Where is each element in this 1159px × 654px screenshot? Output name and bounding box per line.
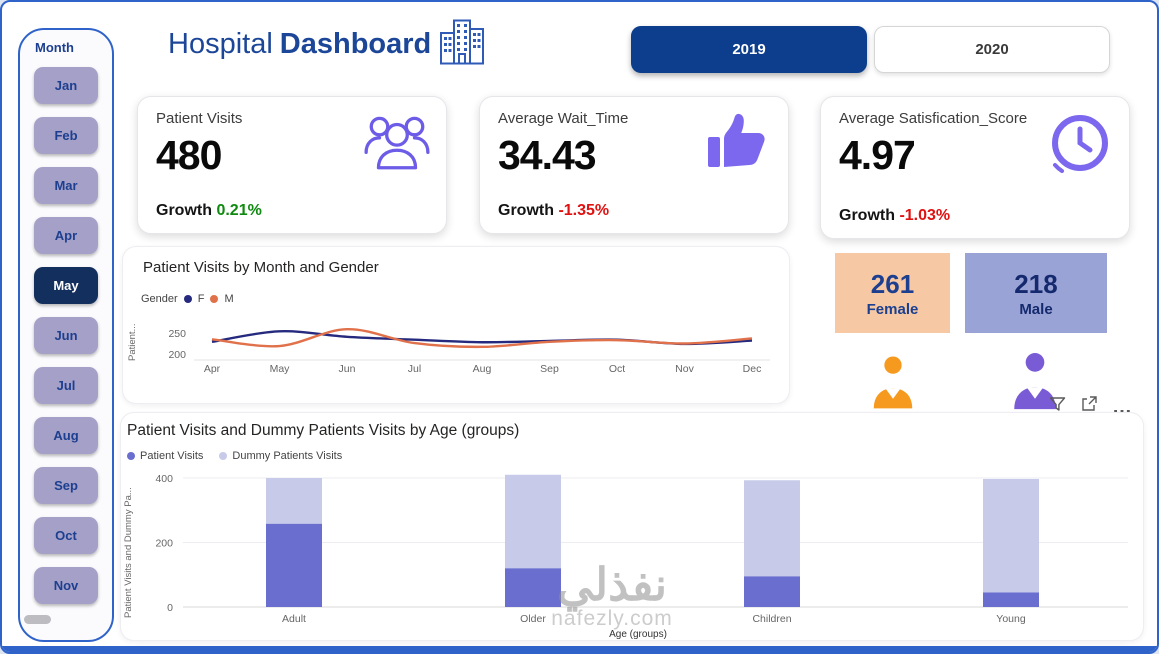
month-button-jul[interactable]: Jul — [34, 367, 98, 404]
svg-text:Jul: Jul — [408, 363, 421, 375]
male-count-card: 218 Male — [965, 253, 1107, 333]
bar-chart-x-axis-label: Age (groups) — [609, 629, 667, 640]
female-count: 261 — [870, 268, 915, 299]
line-series-M — [211, 328, 753, 349]
svg-text:250: 250 — [168, 328, 186, 340]
bar-dummy-adult — [266, 478, 322, 524]
year-button-2019[interactable]: 2019 — [631, 26, 867, 73]
month-button-nov[interactable]: Nov — [34, 567, 98, 604]
bar-patient-adult — [266, 523, 322, 607]
legend-dot-m — [210, 295, 219, 303]
svg-text:Adult: Adult — [282, 613, 306, 625]
page-title-regular: Hospital — [168, 28, 273, 60]
svg-text:Apr: Apr — [204, 363, 221, 375]
legend-label-m: M — [224, 293, 234, 305]
month-button-jan[interactable]: Jan — [34, 67, 98, 104]
svg-text:Aug: Aug — [473, 363, 492, 375]
legend-label-f: F — [197, 293, 205, 305]
kpi-value: 480 — [156, 132, 222, 178]
kpi-title: Average Wait_Time — [498, 110, 629, 127]
svg-text:200: 200 — [155, 538, 173, 550]
month-slicer: Month Jan Feb Mar Apr May Jun Jul Aug Sep Oct Nov — [18, 28, 114, 642]
svg-text:400: 400 — [155, 473, 173, 485]
male-count: 218 — [1014, 268, 1058, 299]
bar-chart-legend[interactable]: Patient Visits Dummy Patients Visits — [127, 450, 342, 462]
svg-text:Nov: Nov — [675, 363, 694, 375]
month-list: Jan Feb Mar Apr May Jun Jul Aug Sep Oct Nov — [20, 67, 112, 604]
line-chart-card: Patient Visits by Month and Gender Gende… — [122, 246, 790, 404]
hospital-building-icon — [439, 17, 485, 71]
line-series-F — [211, 330, 753, 346]
year-button-2020[interactable]: 2020 — [874, 26, 1110, 73]
bar-patient-older — [505, 568, 561, 607]
kpi-card-patient-visits: Patient Visits 480 Growth 0.21% — [137, 96, 447, 234]
line-chart-legend[interactable]: Gender F M — [141, 293, 234, 305]
month-button-may[interactable]: May — [34, 267, 98, 304]
month-button-sep[interactable]: Sep — [34, 467, 98, 504]
male-icon — [1008, 350, 1062, 415]
month-button-apr[interactable]: Apr — [34, 217, 98, 254]
legend-title: Gender — [141, 293, 178, 305]
svg-text:Oct: Oct — [609, 363, 625, 375]
svg-text:Children: Children — [752, 613, 791, 625]
visual-header-toolbar: … — [1049, 396, 1133, 417]
female-icon — [868, 354, 918, 414]
svg-text:Sep: Sep — [540, 363, 559, 375]
svg-text:0: 0 — [167, 602, 173, 614]
female-label: Female — [866, 300, 919, 318]
bar-dummy-children — [744, 480, 800, 577]
legend-label-patient-visits: Patient Visits — [140, 450, 204, 462]
female-count-card: 261 Female — [835, 253, 950, 333]
kpi-growth: Growth 0.21% — [156, 202, 262, 219]
month-button-oct[interactable]: Oct — [34, 517, 98, 554]
slicer-scroll-indicator[interactable] — [24, 615, 51, 624]
kpi-title: Patient Visits — [156, 110, 243, 127]
legend-dot-f — [183, 295, 192, 303]
kpi-value: 34.43 — [498, 132, 597, 178]
bar-chart-card: Patient Visits and Dummy Patients Visits… — [120, 412, 1144, 641]
gender-line-chart[interactable]: 250 200 Apr May Jun Jul Aug Sep Oct Nov Dec — [148, 308, 793, 380]
svg-text:May: May — [270, 363, 291, 375]
kpi-growth: Growth -1.03% — [839, 207, 951, 224]
bar-chart-title: Patient Visits and Dummy Patients Visits… — [127, 422, 520, 439]
svg-text:200: 200 — [168, 349, 186, 361]
svg-text:Jun: Jun — [339, 363, 356, 375]
svg-text:Dec: Dec — [743, 363, 762, 375]
filter-icon[interactable] — [1049, 396, 1066, 417]
month-button-mar[interactable]: Mar — [34, 167, 98, 204]
month-button-aug[interactable]: Aug — [34, 417, 98, 454]
month-button-jun[interactable]: Jun — [34, 317, 98, 354]
kpi-growth: Growth -1.35% — [498, 202, 610, 219]
bar-patient-children — [744, 576, 800, 607]
line-chart-y-axis-label: Patient... — [127, 323, 138, 362]
svg-text:Young: Young — [996, 613, 1026, 625]
bar-dummy-older — [505, 474, 561, 569]
page-title-bold: Dashboard — [279, 28, 432, 60]
thumbs-up-icon — [702, 109, 774, 180]
page-title: Hospital Dashboard — [168, 28, 431, 61]
clock-icon — [1041, 109, 1115, 186]
male-label: Male — [1019, 300, 1053, 318]
focus-mode-icon[interactable] — [1081, 396, 1097, 417]
month-button-feb[interactable]: Feb — [34, 117, 98, 154]
kpi-title: Average Satisfication_Score — [839, 110, 1028, 127]
legend-label-dummy-visits: Dummy Patients Visits — [232, 450, 343, 462]
slicer-title: Month — [35, 40, 74, 55]
legend-dot-patient-visits — [127, 452, 135, 460]
more-options-icon[interactable]: … — [1112, 395, 1133, 418]
patients-group-icon — [362, 109, 432, 178]
svg-text:Older: Older — [520, 613, 546, 625]
kpi-value: 4.97 — [839, 132, 916, 178]
bar-chart-y-axis-label: Patient Visits and Dummy Pa... — [123, 487, 134, 618]
legend-dot-dummy-visits — [219, 452, 228, 460]
bar-dummy-young — [983, 478, 1039, 593]
kpi-card-average-wait-time: Average Wait_Time 34.43 Growth -1.35% — [479, 96, 789, 234]
bar-patient-young — [983, 592, 1039, 607]
line-chart-title: Patient Visits by Month and Gender — [143, 259, 379, 276]
age-bar-chart[interactable]: 0 200 400 Adult Older Children Young — [143, 465, 1133, 635]
kpi-card-average-satisfaction-score: Average Satisfication_Score 4.97 Growth … — [820, 96, 1130, 239]
bottom-accent-bar — [2, 646, 1157, 652]
